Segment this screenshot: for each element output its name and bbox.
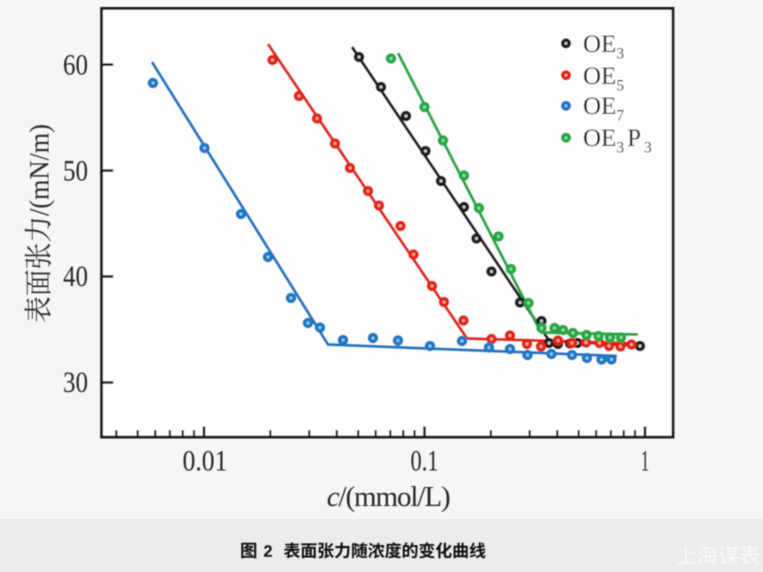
svg-text:c/(mmol/L): c/(mmol/L) xyxy=(327,481,451,513)
svg-text:50: 50 xyxy=(63,154,88,187)
svg-text:0.01: 0.01 xyxy=(183,445,228,478)
svg-text:1: 1 xyxy=(641,445,649,478)
svg-text:30: 30 xyxy=(63,366,88,399)
svg-text:60: 60 xyxy=(63,48,88,81)
svg-text:0.1: 0.1 xyxy=(411,445,439,478)
svg-text:40: 40 xyxy=(63,260,88,293)
